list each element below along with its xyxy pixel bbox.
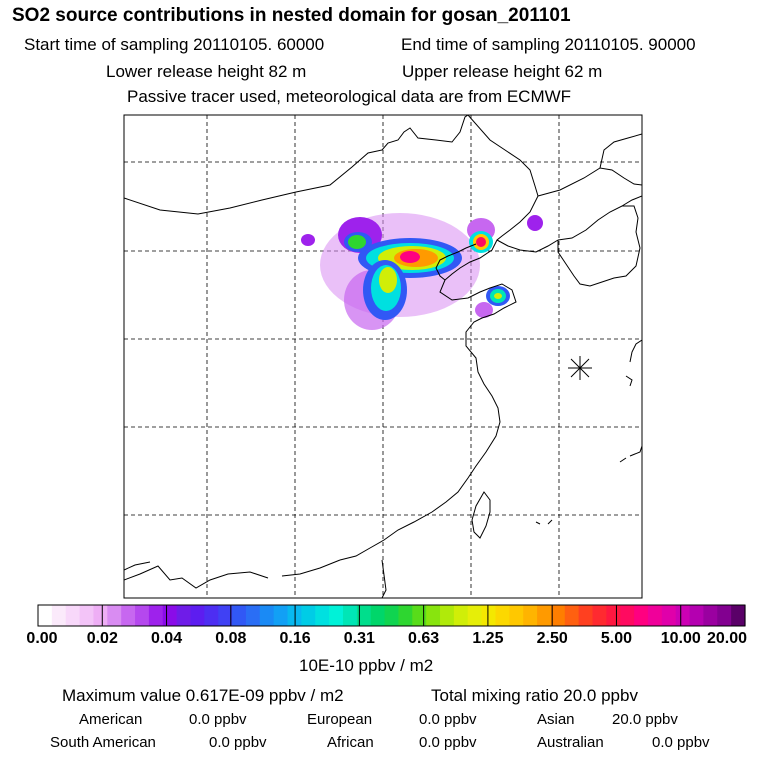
colorbar-swatch <box>467 605 483 626</box>
colorbar-swatch <box>107 605 122 626</box>
colorbar-swatch <box>647 605 663 626</box>
colorbar-swatch <box>481 605 497 626</box>
grid-lines <box>124 115 642 598</box>
colorbar-swatch <box>412 605 427 626</box>
colorbar-swatch <box>51 605 67 626</box>
colorbar-tick-label: 0.31 <box>343 630 375 647</box>
max-value-label: Maximum value 0.617E-09 ppbv / m2 <box>62 686 344 705</box>
colorbar-swatch <box>537 605 552 626</box>
lower-height-label: Lower release height 82 m <box>106 62 307 81</box>
colorbar-swatch <box>93 605 108 626</box>
colorbar-swatch <box>578 605 594 626</box>
colorbar-swatch <box>675 605 691 626</box>
colorbar-unit: 10E-10 ppbv / m2 <box>299 656 434 675</box>
colorbar-swatch <box>232 605 247 626</box>
tracer-note: Passive tracer used, meteorological data… <box>127 87 572 106</box>
region-value-european: 0.0 ppbv <box>419 711 477 728</box>
colorbar-swatch <box>592 605 607 626</box>
upper-height-label: Upper release height 62 m <box>402 62 603 81</box>
colorbar-swatch <box>550 605 566 626</box>
region-name-south-american: South American <box>50 734 156 751</box>
region-value-south-american: 0.0 ppbv <box>209 734 267 751</box>
region-value-asian: 20.0 ppbv <box>612 711 678 728</box>
colorbar-swatch <box>218 605 233 626</box>
colorbar-swatch <box>65 605 81 626</box>
colorbar-swatch <box>523 605 538 626</box>
colorbar-swatch <box>661 605 677 626</box>
colorbar-swatch <box>135 605 150 626</box>
colorbar-swatch <box>301 605 316 626</box>
colorbar-tick-label: 0.16 <box>279 630 311 647</box>
colorbar <box>37 604 746 627</box>
colorbar-tick-label: 20.00 <box>706 630 748 647</box>
colorbar-swatch <box>689 605 705 626</box>
colorbar-swatch <box>329 605 344 626</box>
map-panel <box>123 114 643 599</box>
colorbar-swatch <box>384 605 400 626</box>
colorbar-frame <box>37 604 746 627</box>
colorbar-swatch <box>495 605 510 626</box>
region-value-american: 0.0 ppbv <box>189 711 247 728</box>
colorbar-tick-label: 10.00 <box>660 630 701 647</box>
colorbar-swatch <box>190 605 205 626</box>
map-title: SO2 source contributions in nested domai… <box>12 5 571 26</box>
colorbar-tick-label: 0.00 <box>26 630 58 647</box>
start-time-label: Start time of sampling 20110105. 60000 <box>24 35 325 54</box>
colorbar-swatch <box>509 605 524 626</box>
colorbar-swatch <box>717 605 732 626</box>
colorbar-swatch <box>315 605 330 626</box>
region-name-african: African <box>327 734 374 751</box>
colorbar-swatch <box>606 605 621 626</box>
colorbar-swatch <box>634 605 649 626</box>
receptor-star-icon <box>568 356 592 380</box>
colorbar-swatch <box>245 605 261 626</box>
region-name-australian: Australian <box>537 734 604 751</box>
colorbar-tick-label: 1.25 <box>472 630 504 647</box>
colorbar-swatch <box>370 605 386 626</box>
colorbar-swatch <box>356 605 372 626</box>
colorbar-swatch <box>273 605 289 626</box>
region-name-asian: Asian <box>537 711 575 728</box>
colorbar-tick-label: 0.63 <box>408 630 440 647</box>
colorbar-tick-label: 0.08 <box>215 630 247 647</box>
colorbar-swatch <box>204 605 219 626</box>
colorbar-swatch <box>38 605 53 626</box>
colorbar-tick-label: 0.02 <box>86 630 118 647</box>
colorbar-swatch <box>731 605 746 626</box>
region-value-australian: 0.0 ppbv <box>652 734 710 751</box>
colorbar-swatch <box>440 605 455 626</box>
colorbar-swatch <box>342 605 358 626</box>
colorbar-tick-label: 0.04 <box>150 630 183 647</box>
colorbar-tick-label: 5.00 <box>600 630 633 647</box>
colorbar-swatch <box>148 605 164 626</box>
total-mixing-label: Total mixing ratio 20.0 ppbv <box>431 686 638 705</box>
colorbar-swatch <box>564 605 580 626</box>
colorbar-swatch <box>620 605 635 626</box>
region-value-african: 0.0 ppbv <box>419 734 477 751</box>
colorbar-swatch <box>162 605 178 626</box>
colorbar-swatch <box>703 605 718 626</box>
end-time-label: End time of sampling 20110105. 90000 <box>401 35 696 54</box>
colorbar-swatch <box>259 605 275 626</box>
colorbar-swatch <box>121 605 136 626</box>
region-name-american: American <box>79 711 143 728</box>
colorbar-swatch <box>79 605 95 626</box>
colorbar-swatch <box>398 605 413 626</box>
colorbar-swatch <box>176 605 192 626</box>
region-name-european: European <box>307 711 373 728</box>
colorbar-swatch <box>453 605 469 626</box>
colorbar-swatch <box>426 605 441 626</box>
colorbar-tick-label: 2.50 <box>536 630 568 647</box>
coastlines <box>124 115 642 598</box>
